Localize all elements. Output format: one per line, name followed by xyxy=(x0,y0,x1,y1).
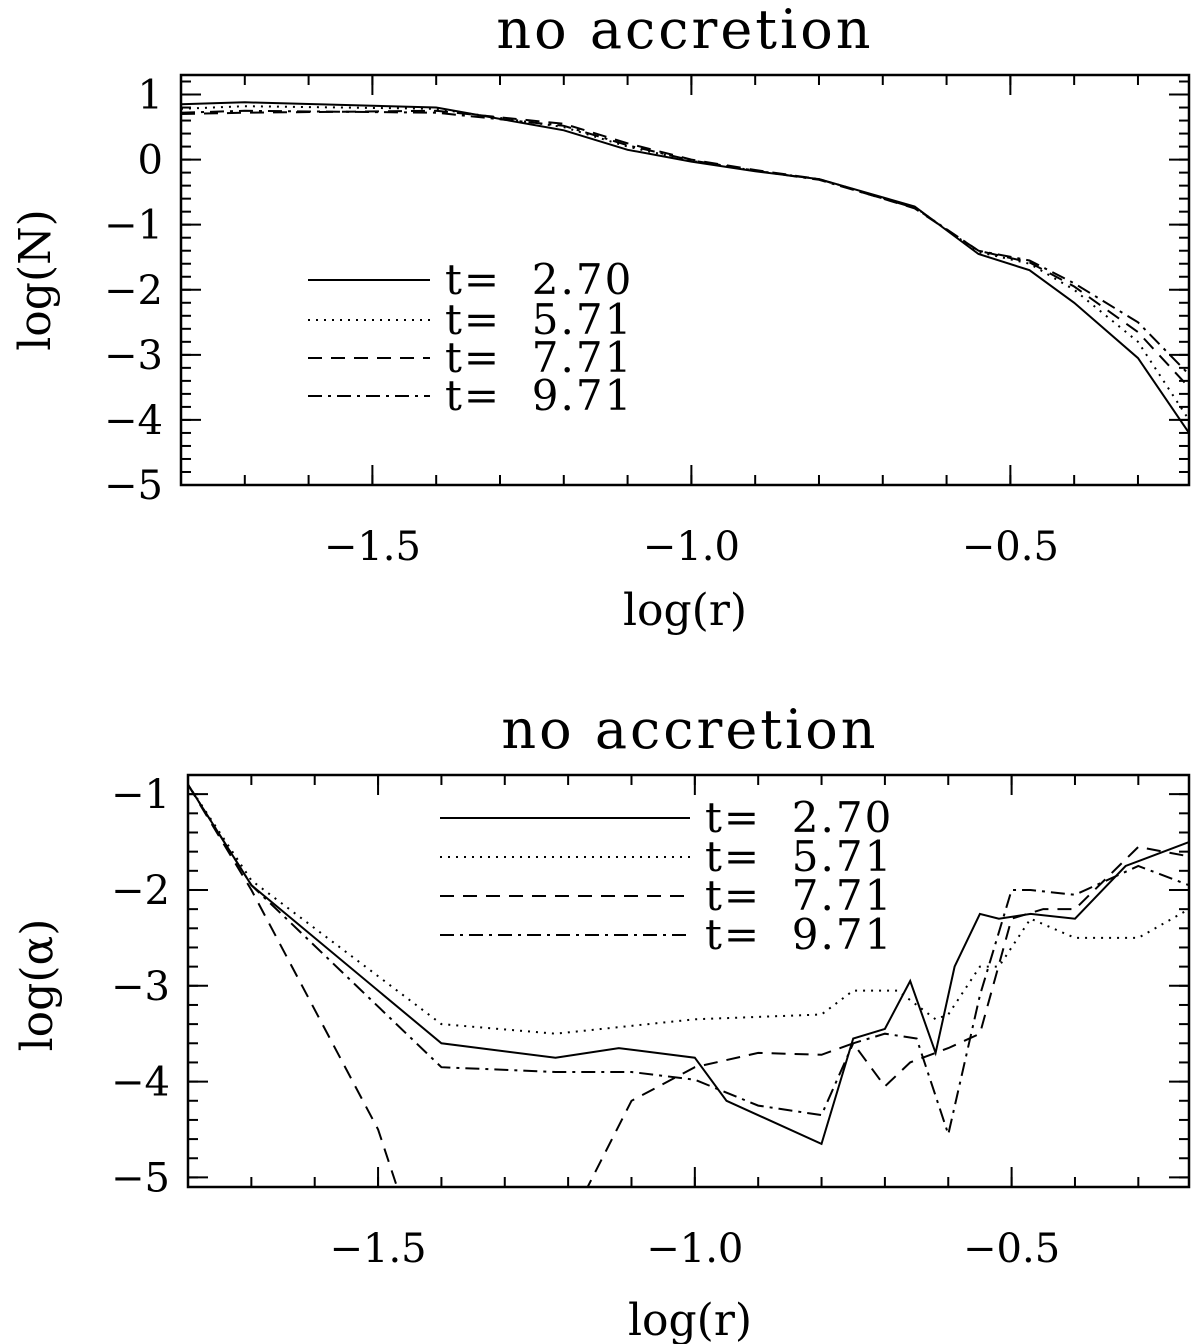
legend-label: t= 9.71 xyxy=(445,371,633,420)
legend-label: t= 7.71 xyxy=(445,333,633,382)
y-tick-label: 1 xyxy=(138,73,163,119)
series-line-dashed xyxy=(188,784,1189,1187)
x-axis-label: log(r) xyxy=(623,585,747,636)
y-tick-label: −1 xyxy=(111,772,170,818)
series-line-solid xyxy=(188,784,1189,1146)
series-line-dashdot xyxy=(181,109,1189,376)
x-tick-label: −0.5 xyxy=(962,524,1059,570)
x-axis-label: log(r) xyxy=(628,1295,752,1344)
y-tick-label: −5 xyxy=(104,463,163,509)
chart-top: no accretion log(r) log(N) −1.5 −1.0 −0.5 1… xyxy=(10,0,1191,636)
y-tick-label: −1 xyxy=(104,203,163,249)
y-tick-label: −5 xyxy=(111,1155,170,1201)
series-lines xyxy=(181,101,1189,434)
series-line-dotted xyxy=(181,105,1189,421)
chart-title: no accretion xyxy=(501,698,878,761)
y-axis-label: log(N) xyxy=(10,209,61,351)
series-line-dashed xyxy=(181,109,1189,389)
x-tick-label: −1.0 xyxy=(646,1226,743,1272)
chart-bottom: no accretion log(r) log(α) −1.5 −1.0 −0.5−… xyxy=(12,698,1191,1344)
axis-ticks: −1.5 −1.0 −0.5 1 0 −1 −2 −3 −4 −5 xyxy=(104,73,1189,570)
y-tick-label: 0 xyxy=(138,138,163,184)
series-lines xyxy=(188,784,1189,1187)
y-tick-label: −4 xyxy=(104,398,163,444)
y-tick-label: −3 xyxy=(111,964,170,1010)
legend: t= 2.70t= 5.71t= 7.71t= 9.71 xyxy=(308,255,633,420)
legend: t= 2.70t= 5.71t= 7.71t= 9.71 xyxy=(440,793,893,959)
series-line-dotted xyxy=(188,784,1189,1035)
y-tick-label: −2 xyxy=(111,868,170,914)
plot-frame xyxy=(179,73,1191,487)
x-tick-label: −1.0 xyxy=(643,524,740,570)
legend-label: t= 9.71 xyxy=(705,910,893,959)
legend-label: t= 7.71 xyxy=(705,871,893,920)
series-line-dashdot xyxy=(188,784,1189,1139)
chart-title: no accretion xyxy=(496,0,873,61)
x-tick-label: −1.5 xyxy=(324,524,421,570)
x-tick-label: −1.5 xyxy=(329,1226,426,1272)
legend-label: t= 5.71 xyxy=(445,295,633,344)
plot-frame xyxy=(186,773,1191,1189)
y-tick-label: −4 xyxy=(111,1060,170,1106)
legend-label: t= 2.70 xyxy=(445,255,633,304)
y-axis-label: log(α) xyxy=(12,919,63,1052)
legend-label: t= 5.71 xyxy=(705,832,893,881)
x-tick-label: −0.5 xyxy=(963,1226,1060,1272)
y-tick-label: −2 xyxy=(104,268,163,314)
axis-ticks: −1.5 −1.0 −0.5 −1 −2 −3 −4 −5 xyxy=(111,772,1189,1272)
y-tick-label: −3 xyxy=(104,333,163,379)
legend-label: t= 2.70 xyxy=(705,793,893,842)
